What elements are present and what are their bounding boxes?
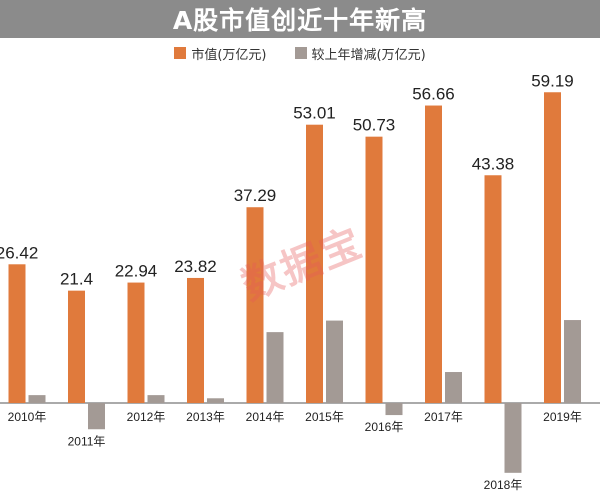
category-label-2: 2012年: [127, 410, 166, 424]
bar-market-cap-0: [8, 264, 26, 403]
data-label-6: 50.73: [353, 116, 396, 135]
data-label-4: 37.29: [234, 186, 277, 205]
data-label-7: 56.66: [412, 85, 455, 104]
legend-item-yoy-change: 较上年增减(万亿元): [294, 44, 426, 63]
chart-title-bar: A股市值创近十年新高: [0, 0, 600, 38]
data-label-3: 23.82: [174, 257, 217, 276]
bar-yoy-change-0: [28, 395, 46, 403]
category-label-6: 2016年: [365, 420, 404, 434]
legend-swatch-gray: [294, 47, 307, 59]
bar-yoy-change-1: [88, 403, 105, 430]
legend-label-yoy-change: 较上年增减(万亿元): [311, 47, 426, 63]
data-label-2: 22.94: [115, 262, 158, 281]
category-label-5: 2015年: [305, 410, 344, 424]
bar-market-cap-8: [484, 175, 502, 403]
category-label-3: 2013年: [186, 410, 225, 424]
bar-market-cap-1: [68, 290, 85, 403]
bar-yoy-change-3: [207, 398, 224, 403]
data-label-0: 26.42: [0, 243, 38, 262]
bar-yoy-change-7: [445, 372, 462, 403]
legend-item-market-cap: 市值(万亿元): [174, 44, 267, 63]
bar-market-cap-4: [246, 207, 264, 403]
bar-yoy-change-2: [147, 395, 165, 403]
category-label-7: 2017年: [424, 410, 463, 424]
bar-yoy-change-9: [564, 320, 581, 403]
chart-title: A股市值创近十年新高: [172, 6, 428, 35]
bar-yoy-change-8: [504, 403, 522, 473]
data-label-8: 43.38: [472, 154, 515, 173]
data-label-5: 53.01: [293, 104, 336, 123]
bar-yoy-change-4: [266, 332, 284, 403]
data-label-1: 21.4: [60, 270, 93, 289]
category-label-4: 2014年: [246, 410, 285, 424]
legend: 市值(万亿元) 较上年增减(万亿元): [0, 42, 600, 64]
legend-swatch-orange: [174, 47, 187, 59]
bar-market-cap-7: [425, 105, 442, 403]
data-label-9: 59.19: [531, 71, 574, 90]
legend-label-market-cap: 市值(万亿元): [191, 47, 267, 63]
bar-market-cap-9: [544, 92, 561, 403]
category-label-8: 2018年: [484, 478, 523, 492]
bar-market-cap-5: [306, 124, 323, 403]
bar-yoy-change-6: [385, 403, 403, 416]
category-label-9: 2019年: [543, 410, 582, 424]
category-label-1: 2011年: [68, 434, 106, 448]
bar-market-cap-3: [187, 277, 204, 403]
bar-market-cap-2: [127, 282, 145, 403]
bar-market-cap-6: [365, 136, 383, 404]
bar-yoy-change-5: [326, 320, 343, 403]
category-label-0: 2010年: [8, 410, 47, 424]
